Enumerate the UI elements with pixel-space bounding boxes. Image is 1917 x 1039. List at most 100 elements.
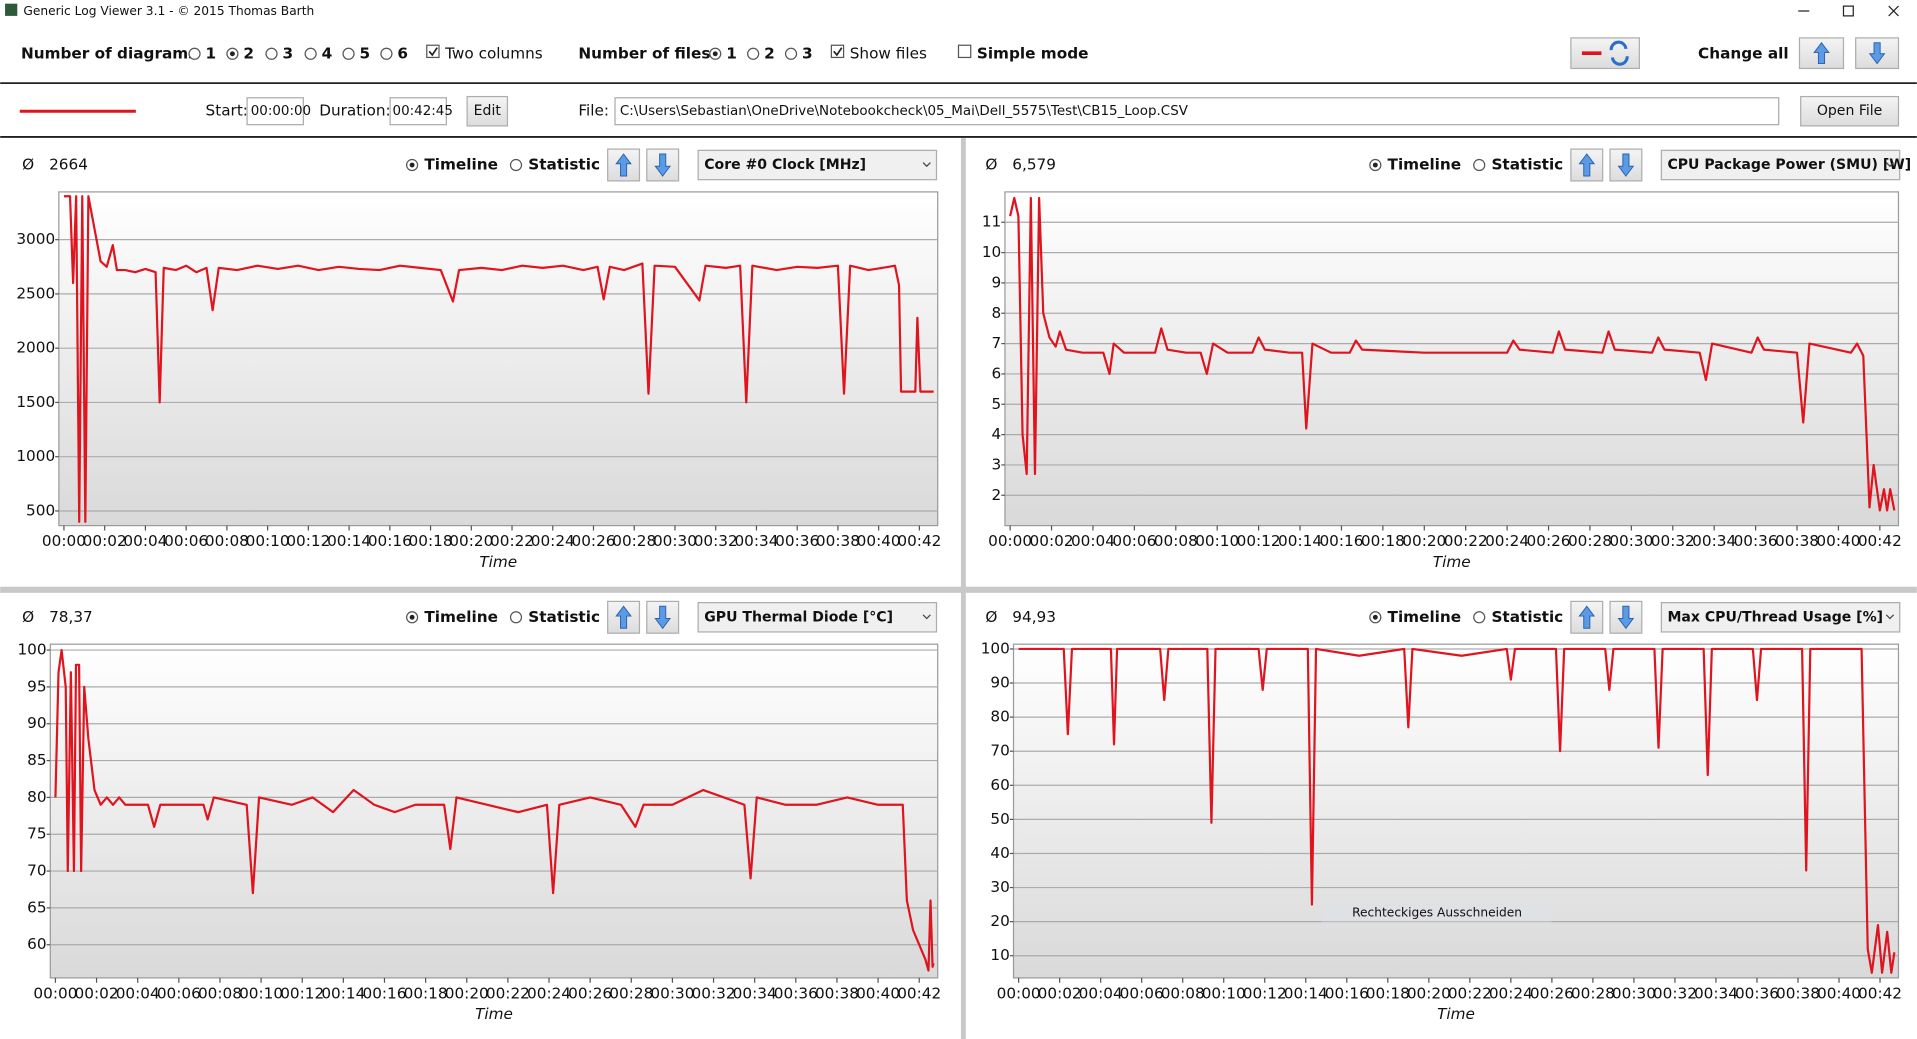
x-tick-label: 00:06 xyxy=(1112,532,1156,550)
x-tick-label: 00:24 xyxy=(1485,532,1529,550)
x-tick-label: 00:40 xyxy=(856,984,900,1002)
tooltip xyxy=(1321,903,1552,923)
x-tick-label: 00:32 xyxy=(1651,532,1695,550)
channel-dropdown[interactable] xyxy=(1660,149,1901,181)
close-button[interactable] xyxy=(1888,5,1899,17)
x-tick-label: 00:20 xyxy=(449,532,493,550)
label: Number of files xyxy=(578,44,710,62)
channel-name: Core #0 Clock [MHz] xyxy=(704,157,866,173)
y-tick-label: 100 xyxy=(981,639,1010,657)
x-axis-label: Time xyxy=(475,1005,513,1023)
x-tick-label: 00:14 xyxy=(1284,984,1328,1002)
x-tick-label: 00:30 xyxy=(1609,532,1653,550)
x-tick-label: 00:42 xyxy=(897,532,941,550)
x-tick-label: 00:00 xyxy=(33,984,77,1002)
window-title: Generic Log Viewer 3.1 - © 2015 Thomas B… xyxy=(23,4,314,18)
channel-dropdown[interactable] xyxy=(1660,602,1901,633)
y-tick-label: 1000 xyxy=(16,447,55,465)
x-tick-label: 00:12 xyxy=(1243,984,1287,1002)
x-tick-label: 00:04 xyxy=(1079,984,1123,1002)
duration-input[interactable] xyxy=(389,97,447,126)
y-tick-label: 85 xyxy=(27,751,46,769)
x-tick-label: 00:14 xyxy=(321,984,365,1002)
x-tick-label: 00:08 xyxy=(198,984,242,1002)
channel-name: Max CPU/Thread Usage [%] xyxy=(1667,609,1883,625)
color-button[interactable] xyxy=(1570,37,1640,70)
radio-label: 3 xyxy=(283,44,294,62)
arrow-icon xyxy=(1868,42,1886,65)
x-axis-label: Time xyxy=(1433,553,1471,571)
restore-button[interactable] xyxy=(1842,5,1854,17)
x-tick-label: 00:12 xyxy=(1237,532,1281,550)
x-tick-label: 00:42 xyxy=(1858,984,1902,1002)
radio-group: 1 2 3 4 5 6 xyxy=(188,44,408,62)
arrow-icon xyxy=(1813,41,1830,65)
duration-value: 00:42:45 xyxy=(393,104,453,119)
radio-button[interactable] xyxy=(509,158,523,172)
app-icon xyxy=(5,3,18,16)
channel-dropdown[interactable] xyxy=(697,602,938,633)
x-tick-label: 00:02 xyxy=(83,532,127,550)
x-tick-label: 00:18 xyxy=(1361,532,1405,550)
x-tick-label: 00:30 xyxy=(1612,984,1656,1002)
start-input[interactable] xyxy=(246,97,304,126)
radio-button[interactable] xyxy=(188,47,201,60)
x-tick-label: 00:20 xyxy=(1402,532,1446,550)
radio-button[interactable] xyxy=(380,47,393,60)
radio-button[interactable] xyxy=(784,47,798,60)
y-tick-label: 500 xyxy=(26,501,55,519)
button-label: Open File xyxy=(1817,103,1883,119)
y-tick-label: 10 xyxy=(982,243,1001,261)
radio-button[interactable] xyxy=(1473,611,1486,624)
checkbox[interactable] xyxy=(957,44,972,59)
radio-label: Statistic xyxy=(1491,608,1563,626)
file-path-input[interactable] xyxy=(614,97,1780,126)
x-tick-label: 00:34 xyxy=(1692,532,1736,550)
radio-button[interactable] xyxy=(747,47,760,60)
x-tick-label: 00:40 xyxy=(857,532,901,550)
x-tick-label: 00:10 xyxy=(239,984,283,1002)
channel-name: GPU Thermal Diode [°C] xyxy=(704,609,893,625)
channel-name: CPU Package Power (SMU) [W] xyxy=(1667,157,1911,173)
y-tick-label: 10 xyxy=(990,946,1009,964)
arrow-icon xyxy=(1617,605,1635,630)
radio-button[interactable] xyxy=(304,47,317,60)
radio-button[interactable] xyxy=(265,47,278,60)
radio-button[interactable] xyxy=(509,611,523,624)
radio-button[interactable] xyxy=(1473,158,1486,172)
y-tick-label: 2000 xyxy=(16,339,55,357)
x-tick-label: 00:10 xyxy=(246,532,290,550)
y-tick-label: 2500 xyxy=(16,284,55,302)
radio-label: Timeline xyxy=(1388,156,1462,174)
y-tick-label: 40 xyxy=(990,844,1009,862)
y-tick-label: 30 xyxy=(990,878,1009,896)
channel-dropdown[interactable] xyxy=(697,149,938,181)
arrow-icon xyxy=(1578,153,1596,177)
arrow-icon xyxy=(654,605,672,630)
x-tick-label: 00:00 xyxy=(42,532,86,550)
y-tick-label: 4 xyxy=(992,425,1002,443)
x-tick-label: 00:08 xyxy=(1161,984,1205,1002)
x-tick-label: 00:36 xyxy=(774,984,818,1002)
x-axis-label: Time xyxy=(1437,1005,1475,1023)
arrow-icon xyxy=(615,153,632,177)
x-tick-label: 00:38 xyxy=(1776,984,1820,1002)
edit-button[interactable] xyxy=(466,95,509,127)
y-tick-label: 5 xyxy=(992,395,1002,413)
checkbox-label: Show files xyxy=(850,44,927,62)
check-mark xyxy=(428,47,438,57)
y-tick-label: 9 xyxy=(992,273,1002,291)
x-tick-label: 00:14 xyxy=(1278,532,1322,550)
open-file-button[interactable] xyxy=(1800,95,1900,127)
x-tick-label: 00:36 xyxy=(1735,984,1779,1002)
y-tick-label: 70 xyxy=(990,742,1009,760)
x-tick-label: 00:34 xyxy=(734,532,778,550)
x-tick-label: 00:30 xyxy=(653,532,697,550)
x-tick-label: 00:32 xyxy=(694,532,738,550)
chart-panel: Ø 2664 Timeline Statistic Core #0 Clock [MHz… xyxy=(16,148,941,571)
x-tick-label: 00:12 xyxy=(280,984,324,1002)
radio-button[interactable] xyxy=(342,47,355,60)
x-tick-label: 00:28 xyxy=(1568,532,1612,550)
x-tick-label: 00:22 xyxy=(490,532,534,550)
